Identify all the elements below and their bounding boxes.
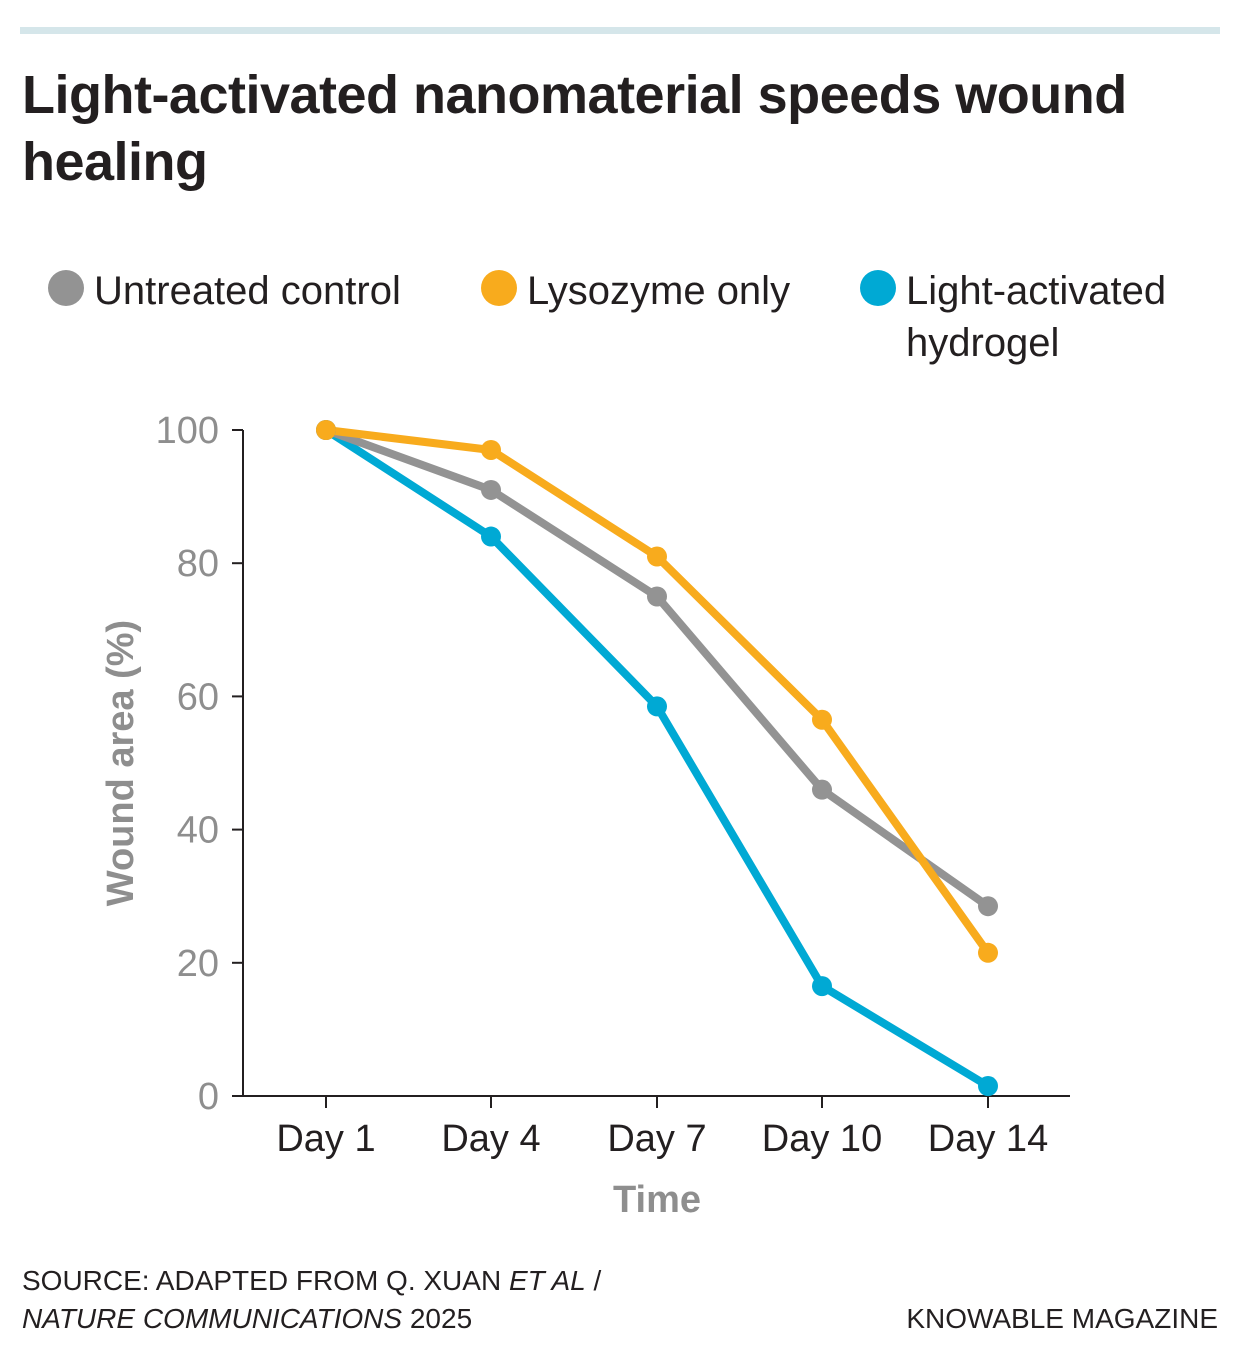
data-point: [812, 709, 832, 730]
series-line-0: [322, 426, 992, 911]
top-rule: [20, 27, 1220, 34]
data-point: [812, 976, 832, 997]
y-tick-label: 80: [177, 543, 219, 585]
data-point: [647, 696, 667, 717]
x-tick-label: Day 7: [607, 1118, 706, 1160]
legend-label: Untreated control: [94, 269, 401, 313]
source-et-al: ET AL: [508, 1265, 586, 1296]
line-chart: 0 20 40 60 80 100 Day 1 Day 4 Day 7 Day 10 Day 14 T…: [100, 410, 1070, 1221]
y-tick-label: 40: [177, 810, 219, 852]
chart-title: Light-activated nanomaterial speeds woun…: [22, 65, 1127, 192]
legend-item-hydrogel: Light-activated hydrogel: [860, 265, 1206, 369]
x-tick-label: Day 10: [762, 1118, 882, 1160]
legend-label: Lysozyme only: [527, 269, 791, 313]
series-line-1: [322, 426, 992, 957]
data-point: [647, 586, 667, 607]
source-year: 2025: [402, 1303, 473, 1334]
source-note: SOURCE: ADAPTED FROM Q. XUAN ET AL / NAT…: [22, 1262, 601, 1338]
legend-item-lysozyme: Lysozyme only: [481, 265, 790, 317]
source-prefix: SOURCE: ADAPTED FROM Q. XUAN: [22, 1265, 509, 1296]
x-tick-label: Day 14: [928, 1118, 1048, 1160]
legend-marker-lysozyme: [481, 270, 517, 306]
y-tick-label: 100: [156, 410, 219, 452]
data-point: [978, 942, 998, 963]
data-point: [978, 1076, 998, 1097]
data-point: [647, 546, 667, 567]
series-line-2: [322, 426, 992, 1091]
y-axis-title: Wound area (%): [100, 620, 142, 906]
publisher-credit: KNOWABLE MAGAZINE: [906, 1303, 1218, 1334]
legend-marker-untreated: [48, 270, 84, 306]
x-tick-label: Day 4: [441, 1118, 540, 1160]
y-tick-label: 20: [177, 943, 219, 985]
data-point: [316, 420, 336, 440]
data-point: [481, 439, 501, 460]
x-tick-label: Day 1: [276, 1118, 375, 1160]
source-journal: NATURE COMMUNICATIONS: [22, 1303, 403, 1334]
legend-item-untreated: Untreated control: [48, 265, 401, 317]
data-point: [481, 479, 501, 500]
data-point: [812, 779, 832, 800]
legend-marker-hydrogel: [860, 270, 896, 306]
x-axis-title: Time: [613, 1179, 701, 1221]
y-tick-label: 60: [177, 676, 219, 718]
legend-label: Light-activated hydrogel: [906, 269, 1167, 365]
source-separator: /: [585, 1265, 602, 1296]
y-tick-label: 0: [198, 1076, 219, 1118]
data-point: [481, 526, 501, 547]
data-point: [978, 896, 998, 917]
